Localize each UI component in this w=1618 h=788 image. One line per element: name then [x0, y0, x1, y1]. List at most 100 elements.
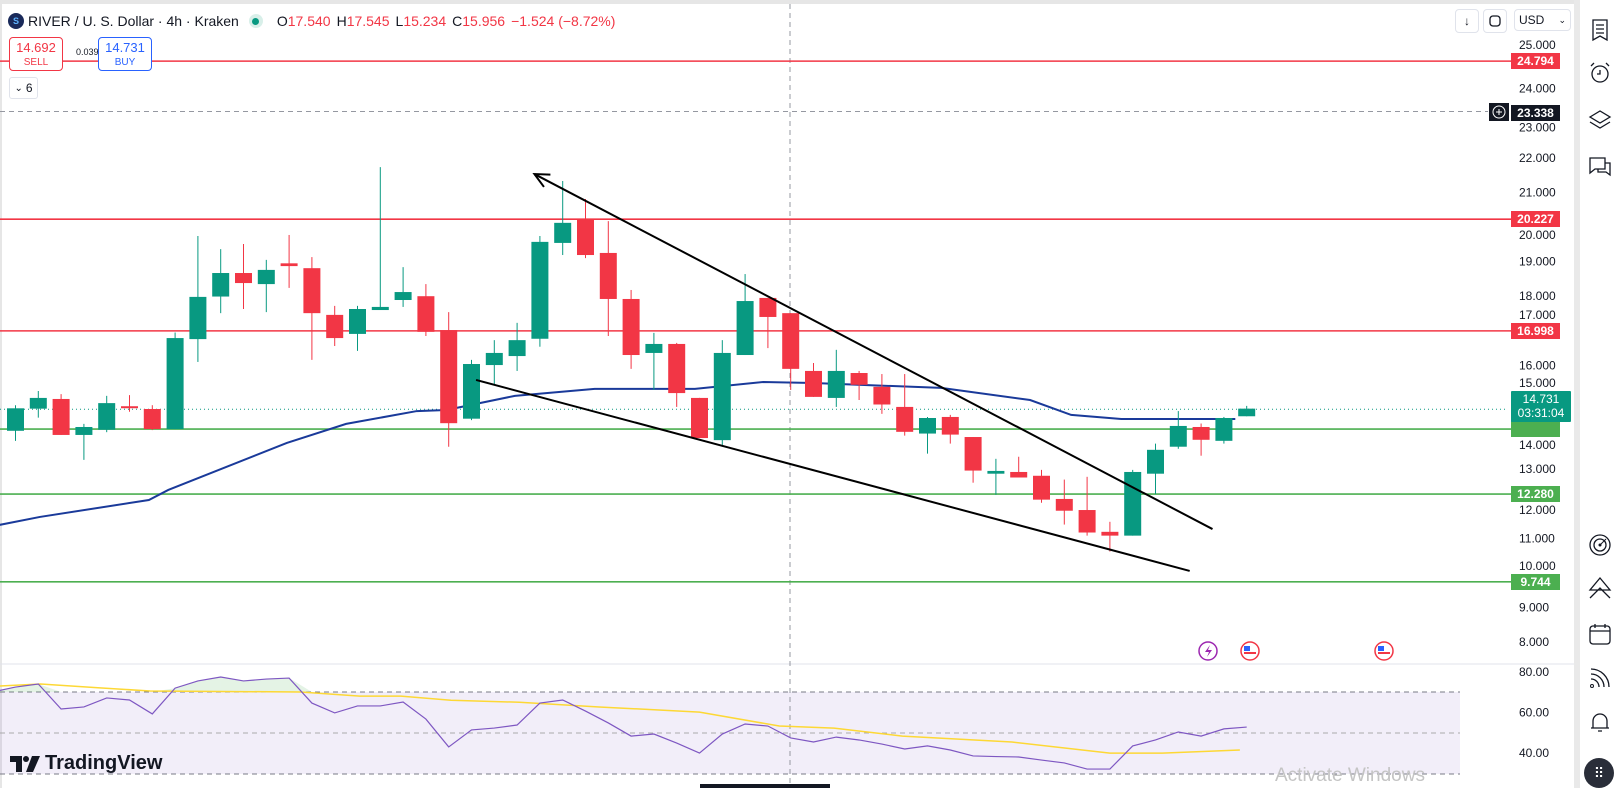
candle — [941, 414, 959, 444]
candle-body — [645, 343, 663, 353]
candle — [143, 405, 161, 431]
candle — [668, 342, 686, 407]
candle-body — [257, 269, 275, 285]
candle — [622, 289, 640, 369]
buy-button[interactable]: 14.731 BUY — [98, 37, 152, 71]
watchlist-icon[interactable] — [1588, 18, 1612, 42]
open-value: 17.540 — [287, 13, 331, 29]
ideas-icon[interactable] — [1588, 576, 1612, 600]
candle — [1124, 469, 1142, 536]
price-tick: 10.000 — [1519, 559, 1556, 573]
candle — [1192, 423, 1210, 456]
candle — [1101, 521, 1119, 552]
moving-average-line — [0, 381, 1236, 526]
flag-canton — [1378, 646, 1384, 651]
rsi-tick: 80.00 — [1519, 665, 1549, 679]
scroll-down-button[interactable]: ↓ — [1455, 9, 1479, 33]
candle-body — [371, 306, 389, 311]
candle — [987, 458, 1005, 495]
notification-bell-icon[interactable] — [1588, 710, 1612, 734]
price-tick: 20.000 — [1519, 228, 1556, 242]
current-price-label: 14.731 03:31:04 — [1511, 391, 1571, 422]
low-value: 15.234 — [403, 13, 447, 29]
price-tick: 19.000 — [1519, 255, 1556, 269]
crosshair-price-label: 23.338 — [1511, 105, 1560, 121]
candle-body — [349, 309, 366, 334]
arrow-down-icon: ↓ — [1464, 14, 1470, 28]
river-logo-icon: S — [8, 13, 24, 29]
target-icon[interactable] — [1588, 533, 1612, 557]
candle-body — [166, 338, 184, 430]
rsi-overbought-fill — [243, 679, 267, 692]
candle — [850, 370, 868, 400]
candle-body — [235, 273, 252, 284]
level-price-label: 16.998 — [1511, 322, 1560, 339]
candle — [303, 257, 321, 360]
rsi-overbought-fill — [197, 677, 221, 692]
lightning-icon — [1198, 641, 1218, 661]
candle — [485, 340, 503, 385]
layers-icon[interactable] — [1588, 108, 1612, 132]
candle — [1169, 411, 1187, 449]
signal-stream-icon[interactable] — [1588, 666, 1612, 690]
flag-stripe — [1244, 652, 1256, 654]
rsi-ma-line — [0, 683, 1240, 754]
apps-grid-icon[interactable]: ⠿ — [1584, 758, 1614, 788]
candle-body — [805, 370, 822, 397]
time-scrollbar[interactable] — [700, 784, 830, 788]
candle-body — [212, 273, 230, 297]
calendar-icon[interactable] — [1588, 622, 1612, 646]
right-toolbar: ⠿ — [1580, 0, 1618, 788]
rsi-line — [0, 676, 1247, 770]
currency-select[interactable]: USD ⌄ — [1514, 9, 1571, 31]
bar-countdown: 03:31:04 — [1517, 406, 1565, 420]
candle — [371, 167, 389, 311]
candle — [827, 349, 845, 407]
sell-button[interactable]: 14.692 SELL — [9, 37, 63, 71]
current-price: 14.731 — [1522, 392, 1560, 406]
add-alert-button[interactable] — [1489, 103, 1509, 121]
candle-body — [827, 370, 845, 398]
candle-body — [759, 297, 777, 317]
price-chart[interactable]: 25.000 24.000 23.000 22.000 21.000 20.000 19.0… — [0, 0, 1574, 788]
toolbar-divider — [1574, 0, 1580, 788]
candle-body — [1215, 417, 1233, 441]
candle — [1215, 416, 1233, 444]
candle-body — [52, 398, 70, 435]
candle-body — [1238, 408, 1256, 417]
fullscreen-button[interactable] — [1483, 9, 1507, 33]
candle-body — [691, 397, 708, 439]
candle-body — [1101, 531, 1119, 536]
level-price-label: 20.227 — [1511, 211, 1560, 228]
price-tick: 15.000 — [1519, 376, 1556, 390]
candle — [440, 312, 458, 447]
indicators-toggle[interactable]: ⌄ 6 — [9, 77, 38, 99]
rsi-tick: 40.00 — [1519, 746, 1549, 760]
candle — [52, 394, 70, 435]
candle — [554, 180, 572, 256]
price-tick: 23.000 — [1519, 121, 1556, 135]
trendline — [533, 173, 1213, 530]
candle — [417, 284, 435, 336]
tradingview-logo[interactable]: TradingView — [10, 752, 162, 775]
rsi-overbought-fill — [220, 677, 244, 692]
price-tick: 12.000 — [1519, 503, 1556, 517]
candle — [349, 305, 366, 351]
rsi-tick: 60.00 — [1519, 706, 1549, 720]
indicators-count: 6 — [25, 81, 33, 95]
candle — [1033, 469, 1050, 503]
level-price-label — [1511, 421, 1560, 438]
candle-body — [143, 408, 161, 430]
price-tick: 9.000 — [1519, 601, 1549, 615]
change-value: −1.524 (−8.72%) — [511, 13, 616, 29]
candle — [759, 297, 777, 349]
symbol-title[interactable]: RIVER / U. S. Dollar · 4h · Kraken — [28, 13, 239, 29]
candle-body — [75, 426, 93, 435]
candle-body — [189, 296, 207, 340]
alarm-clock-icon[interactable] — [1588, 61, 1612, 85]
candle-body — [1147, 449, 1164, 474]
candle-body — [713, 352, 731, 441]
chat-icon[interactable] — [1588, 155, 1612, 179]
us-flag-icon — [1374, 641, 1394, 661]
candle-body — [577, 219, 594, 256]
